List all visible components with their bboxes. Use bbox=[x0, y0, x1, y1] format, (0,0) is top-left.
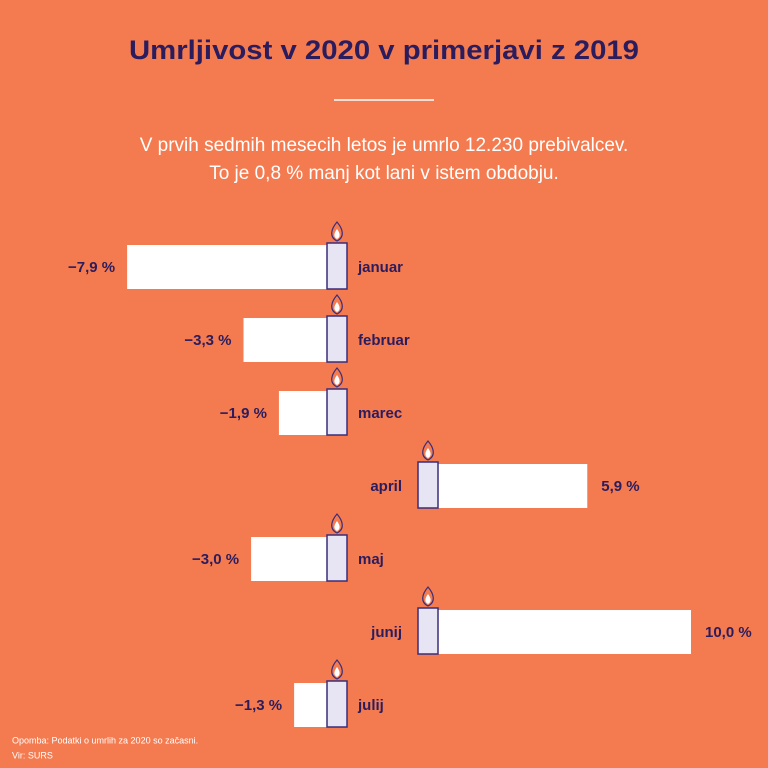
flame-core bbox=[334, 229, 340, 239]
candle bbox=[326, 680, 348, 728]
category-label: marec bbox=[358, 405, 402, 422]
value-label: 10,0 % bbox=[705, 624, 752, 641]
candle bbox=[326, 388, 348, 436]
category-label: januar bbox=[357, 259, 403, 276]
bar bbox=[278, 391, 327, 435]
candle bbox=[326, 534, 348, 582]
category-label: maj bbox=[358, 551, 384, 568]
candle bbox=[326, 242, 348, 290]
candle bbox=[417, 461, 439, 509]
flame-core bbox=[334, 375, 340, 385]
bar bbox=[438, 610, 691, 654]
flame-core bbox=[425, 594, 431, 604]
category-label: februar bbox=[358, 332, 410, 349]
value-label: 5,9 % bbox=[601, 478, 639, 495]
bar bbox=[243, 318, 327, 362]
subtitle: V prvih sedmih mesecih letos je umrlo 12… bbox=[140, 135, 629, 156]
source: Vir: SURS bbox=[12, 750, 53, 760]
value-label: −1,3 % bbox=[235, 697, 282, 714]
flame-core bbox=[334, 667, 340, 677]
chart-title: Umrljivost v 2020 v primerjavi z 2019 bbox=[129, 35, 639, 65]
flame-core bbox=[334, 521, 340, 531]
value-label: −3,0 % bbox=[192, 551, 239, 568]
category-label: april bbox=[370, 478, 402, 495]
value-label: −7,9 % bbox=[68, 259, 115, 276]
candle bbox=[417, 607, 439, 655]
bar bbox=[127, 245, 327, 289]
category-label: junij bbox=[370, 624, 402, 641]
bar bbox=[251, 537, 327, 581]
candle bbox=[326, 315, 348, 363]
bar bbox=[294, 683, 327, 727]
bar bbox=[438, 464, 588, 508]
value-label: −1,9 % bbox=[220, 405, 267, 422]
category-label: julij bbox=[357, 697, 384, 714]
note: Opomba: Podatki o umrlih za 2020 so zača… bbox=[12, 735, 198, 745]
value-label: −3,3 % bbox=[184, 332, 231, 349]
flame-core bbox=[334, 302, 340, 312]
subtitle: To je 0,8 % manj kot lani v istem obdobj… bbox=[209, 163, 559, 184]
flame-core bbox=[425, 448, 431, 458]
